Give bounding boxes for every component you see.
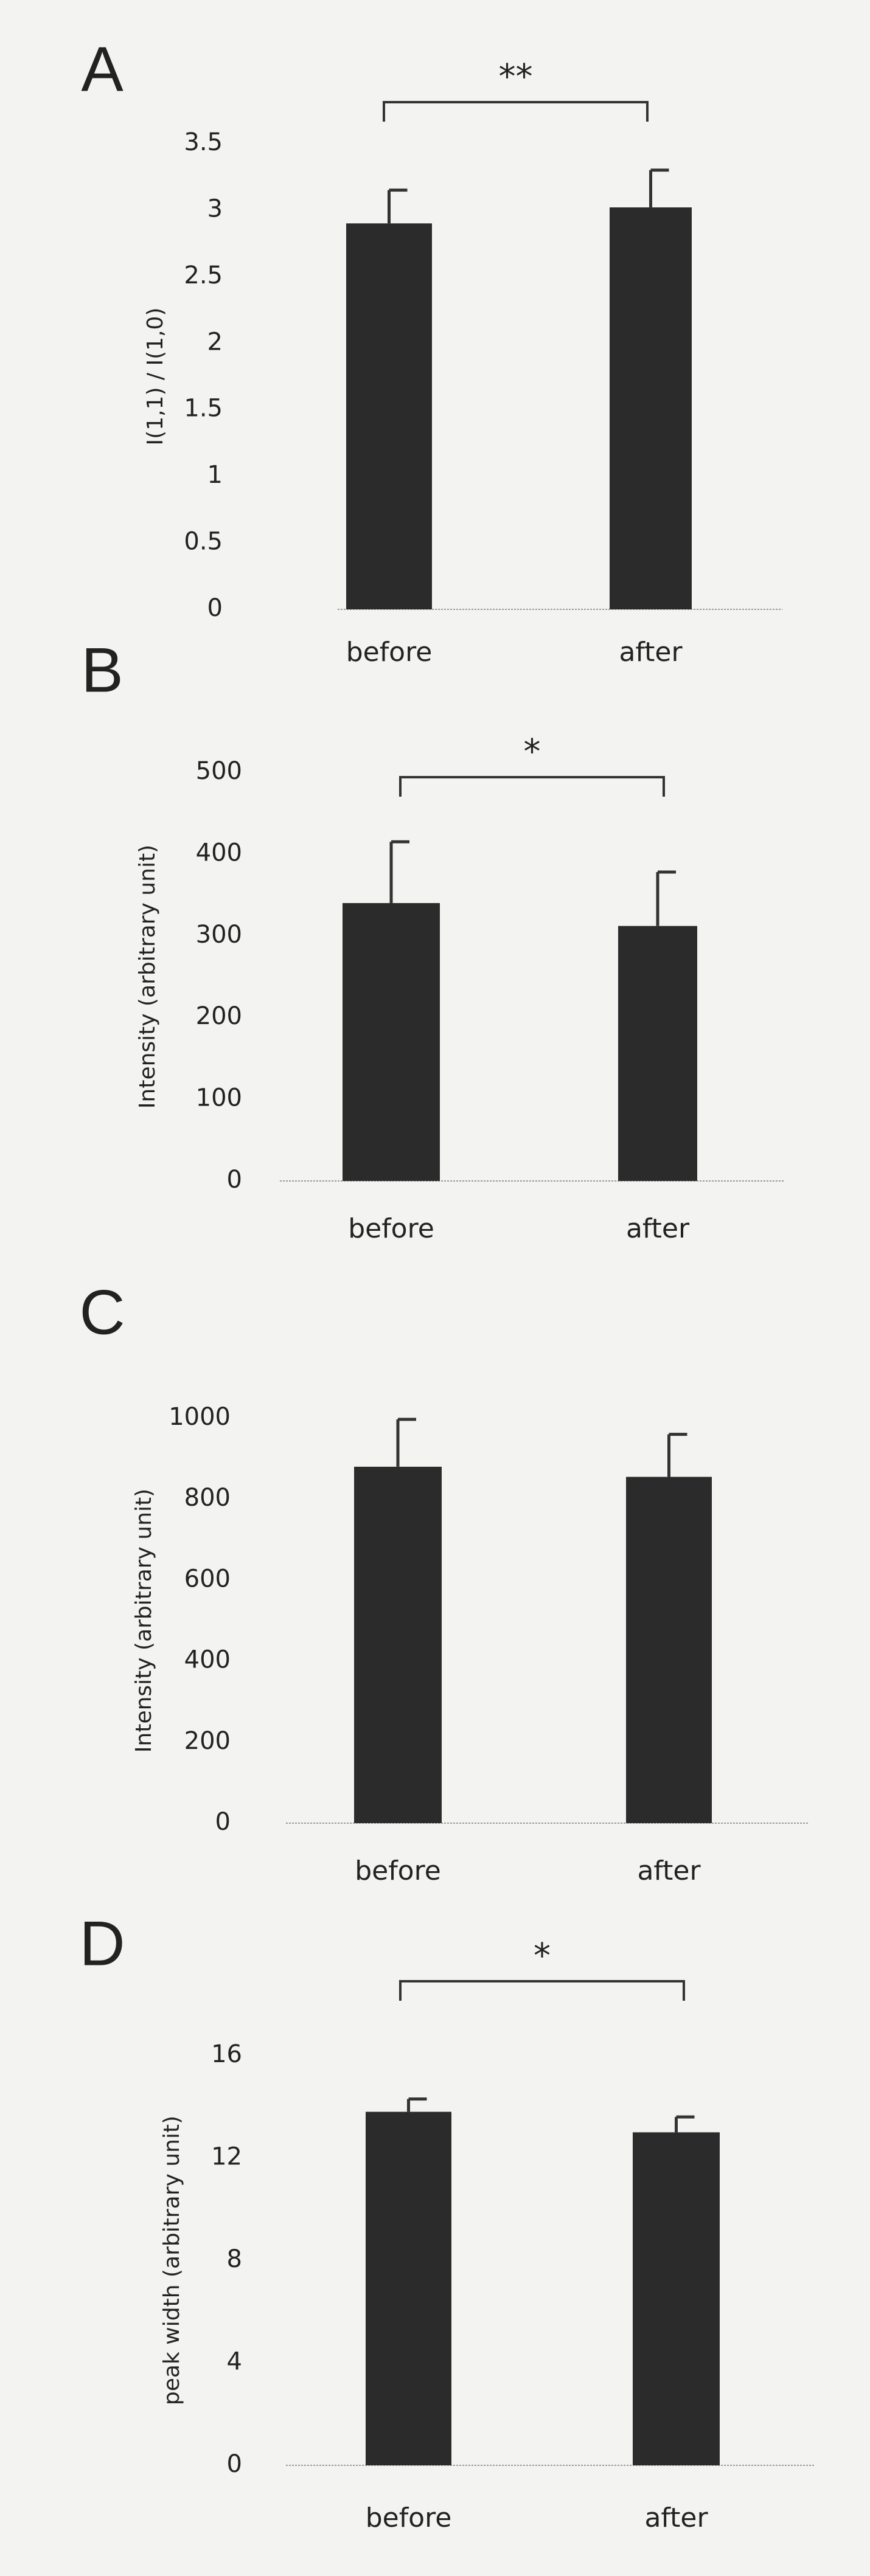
bar (354, 1466, 442, 1823)
y-tick-label: 500 (196, 757, 242, 785)
y-tick-label: 600 (184, 1565, 231, 1593)
significance-bracket (399, 1980, 685, 2001)
panel-label: C (79, 1277, 125, 1348)
y-tick-label: 200 (196, 1002, 242, 1030)
significance-label: ** (499, 57, 533, 97)
y-tick-label: 4 (227, 2348, 242, 2376)
significance-bracket (383, 101, 649, 122)
x-tick-label: before (346, 637, 433, 668)
y-axis-label: peak width (arbitrary unit) (159, 2116, 184, 2405)
y-tick-label: 8 (227, 2245, 242, 2273)
y-tick-label: 0 (215, 1808, 231, 1836)
x-tick-label: after (644, 2502, 708, 2533)
x-tick-label: after (626, 1213, 690, 1244)
x-tick-label: before (355, 1855, 441, 1886)
y-tick-label: 400 (184, 1646, 231, 1674)
bar (346, 223, 432, 609)
panel-label: A (81, 34, 124, 105)
error-bar (407, 2097, 427, 2112)
significance-label: * (524, 732, 541, 772)
y-tick-label: 1 (207, 461, 223, 489)
y-tick-label: 2.5 (184, 261, 223, 289)
error-bar (649, 168, 669, 208)
y-tick-label: 1000 (169, 1403, 231, 1431)
error-bar (667, 1433, 687, 1477)
y-tick-label: 800 (184, 1484, 231, 1512)
error-bar (396, 1418, 416, 1467)
significance-bracket (399, 776, 665, 797)
y-tick-label: 0 (207, 594, 223, 622)
bar (626, 1477, 712, 1823)
bar (366, 2111, 451, 2465)
error-bar (388, 189, 408, 224)
significance-label: * (534, 1936, 551, 1976)
y-tick-label: 0.5 (184, 528, 223, 556)
panel-label: D (79, 1908, 125, 1979)
x-tick-label: before (348, 1213, 434, 1244)
x-tick-label: after (637, 1855, 701, 1886)
error-bar (675, 2115, 695, 2133)
y-tick-label: 1.5 (184, 395, 223, 423)
error-bar (656, 870, 676, 926)
y-tick-label: 16 (211, 2040, 242, 2068)
bar (610, 207, 692, 610)
y-axis-label: Intensity (arbitrary unit) (131, 1489, 156, 1753)
y-tick-label: 200 (184, 1727, 231, 1755)
y-tick-label: 0 (227, 2450, 242, 2478)
y-axis-label: I(1,1) / I(1,0) (143, 308, 168, 446)
y-axis-label: Intensity (arbitrary unit) (135, 845, 160, 1109)
bar (618, 926, 697, 1181)
bar (343, 903, 440, 1181)
y-tick-label: 12 (211, 2143, 242, 2171)
bar (633, 2132, 720, 2465)
x-tick-label: after (619, 637, 683, 668)
y-tick-label: 300 (196, 921, 242, 949)
y-tick-label: 2 (207, 328, 223, 356)
y-tick-label: 0 (227, 1166, 242, 1194)
panel-label: B (81, 635, 123, 705)
y-tick-label: 400 (196, 839, 242, 867)
y-tick-label: 100 (196, 1084, 242, 1112)
y-tick-label: 3 (207, 195, 223, 223)
x-tick-label: before (366, 2502, 452, 2533)
y-tick-label: 3.5 (184, 128, 223, 156)
error-bar (389, 840, 409, 904)
